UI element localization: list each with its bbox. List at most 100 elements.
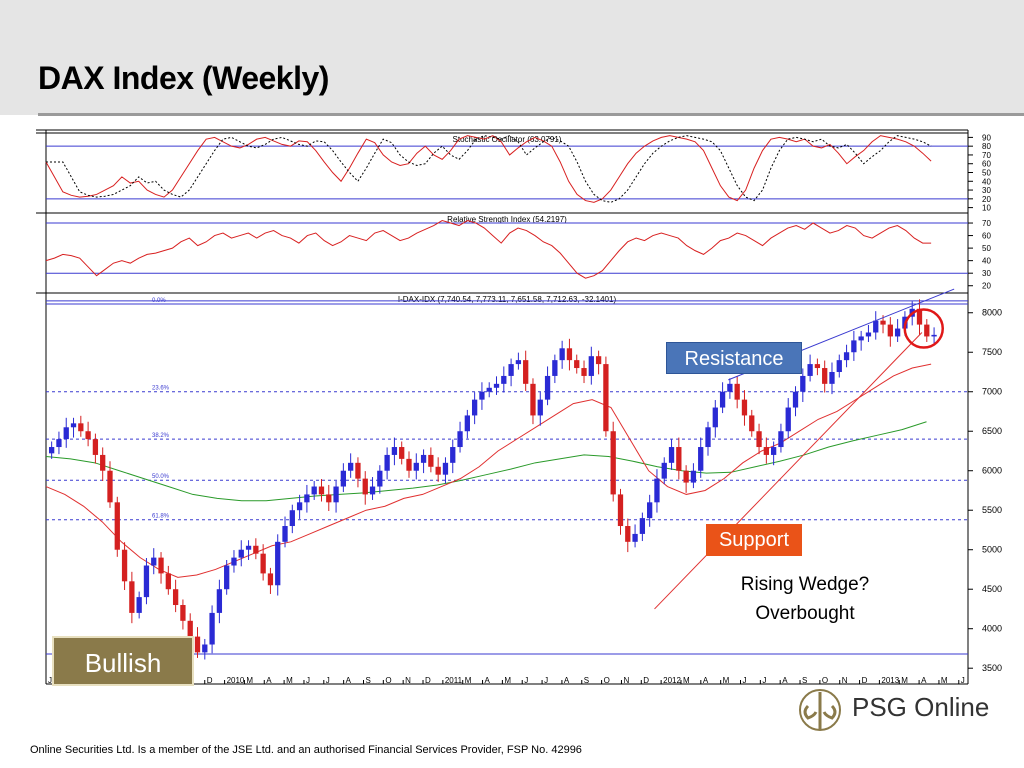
candle-body <box>734 383 740 400</box>
x-tick-label-25: J <box>544 676 548 685</box>
candle-body <box>792 391 799 408</box>
x-tick-label-13: J <box>306 676 310 685</box>
candle-body <box>267 573 274 586</box>
candle-body <box>471 399 478 416</box>
candle-body <box>114 502 120 550</box>
candle-body <box>865 332 872 337</box>
candle-body <box>406 458 412 471</box>
candle-body <box>625 526 631 542</box>
candle-body <box>326 494 332 503</box>
candle-body <box>92 439 99 455</box>
x-tick-label-30: D <box>643 676 649 685</box>
candle-body <box>194 636 201 653</box>
stochastic-line <box>45 135 932 203</box>
price-tick-label-6000: 6000 <box>982 466 1002 476</box>
candle-body <box>136 597 142 613</box>
candle-body <box>85 431 91 440</box>
price-tick-label-4000: 4000 <box>982 624 1002 634</box>
bullish-tag: Bullish <box>52 636 194 686</box>
x-tick-label-43: M <box>901 676 908 685</box>
logo-area <box>780 686 1024 734</box>
rsi-tick-label-60: 60 <box>982 232 991 241</box>
candle-body <box>851 340 857 353</box>
stochastic-signal-line <box>46 135 932 203</box>
slide-header <box>0 0 1024 115</box>
x-tick-label-24: J <box>524 676 528 685</box>
candle-body <box>916 308 923 325</box>
price-tick-label-4500: 4500 <box>982 584 1002 594</box>
candle-body <box>362 478 368 495</box>
candle-body <box>544 375 551 400</box>
stochastic-tick-label-90: 90 <box>982 133 991 142</box>
x-tick-label-19: D <box>425 676 431 685</box>
candle-body <box>537 399 543 416</box>
candle-body <box>158 557 164 574</box>
x-tick-label-28: O <box>604 676 610 685</box>
x-tick-label-42: 2013 <box>881 676 899 685</box>
x-tick-label-32: M <box>683 676 690 685</box>
candle-body <box>523 360 529 384</box>
candle-body <box>209 612 215 645</box>
candle-body <box>493 383 500 388</box>
x-tick-label-15: A <box>346 676 352 685</box>
stochastic-title: Stochastic Oscillator (63.0791) <box>453 135 562 144</box>
candle-body <box>873 320 879 333</box>
candle-body <box>348 462 354 471</box>
x-tick-label-9: 2010 <box>227 676 245 685</box>
candle-body <box>391 447 398 455</box>
candle-body <box>566 348 573 361</box>
candle-body <box>369 486 376 495</box>
candle-body <box>107 470 113 503</box>
candle-body <box>654 478 660 503</box>
candle-body <box>719 391 726 408</box>
candle-body <box>785 407 791 432</box>
stochastic-tick-label-60: 60 <box>982 160 991 169</box>
overbought-circle <box>903 308 944 349</box>
candle-body <box>399 447 405 459</box>
candle-body <box>435 466 441 475</box>
candle-body <box>581 368 587 376</box>
candle-body <box>428 454 434 467</box>
candle-body <box>100 454 106 471</box>
slide-title: DAX Index (Weekly) <box>38 60 329 96</box>
psg-emblem-icon <box>799 689 841 731</box>
resistance-tag: Resistance <box>666 342 802 374</box>
candle-body <box>238 549 244 558</box>
candle-body <box>151 557 157 566</box>
stochastic-tick-label-50: 50 <box>982 169 991 178</box>
candle-body <box>727 383 733 392</box>
rsi-title: Relative Strength Index (54.2197) <box>447 215 567 224</box>
candle-body <box>617 494 624 527</box>
logo-text: PSG Online <box>852 692 990 722</box>
candle-body <box>843 352 850 361</box>
candle-body <box>924 324 930 337</box>
candle-body <box>333 486 339 503</box>
header-divider <box>38 113 1024 116</box>
candle-body <box>260 553 266 574</box>
x-tick-label-17: O <box>385 676 391 685</box>
fib-label-38-2: 38.2% <box>152 433 170 439</box>
candle-body <box>632 533 638 542</box>
support-tag: Support <box>706 524 802 556</box>
stochastic-tick-label-30: 30 <box>982 186 991 195</box>
x-tick-label-35: J <box>743 676 747 685</box>
candle-body <box>508 364 514 376</box>
x-tick-label-0: J <box>48 676 52 685</box>
price-tick-label-6500: 6500 <box>982 426 1002 436</box>
candle-body <box>187 620 193 637</box>
candle-body <box>464 415 470 432</box>
candle-body <box>275 541 281 586</box>
candle-body <box>836 360 842 372</box>
candle-body <box>304 494 310 503</box>
x-tick-label-22: A <box>485 676 491 685</box>
candle-body <box>165 573 171 590</box>
candle-body <box>311 486 317 495</box>
candle-body <box>603 364 609 432</box>
candle-body <box>778 431 784 448</box>
candle-body <box>121 549 128 582</box>
x-tick-label-33: A <box>703 676 709 685</box>
price-tick-label-5500: 5500 <box>982 505 1002 515</box>
price-title: I-DAX-IDX (7,740.54, 7,773.11, 7,651.58,… <box>398 295 617 304</box>
candle-body <box>829 371 835 384</box>
rsi-tick-label-30: 30 <box>982 269 991 278</box>
